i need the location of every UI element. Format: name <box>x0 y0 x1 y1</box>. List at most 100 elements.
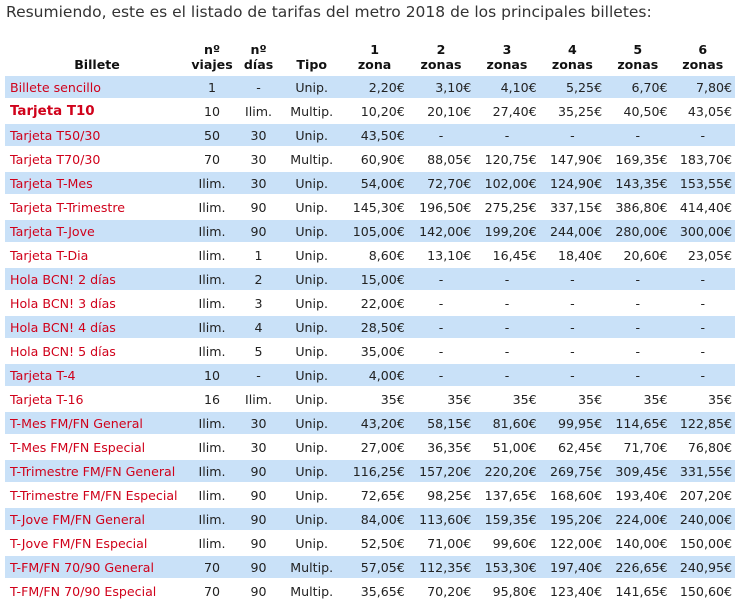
cell-zona-2: 142,00€ <box>407 220 475 242</box>
cell-zona-3: 120,75€ <box>484 151 537 167</box>
table-row: Hola BCN! 3 días Ilim. 3 Unip. 22,00€ - - - - - <box>5 292 735 314</box>
cell-zona-4: 62,45€ <box>558 439 603 455</box>
cell-dias: 90 <box>250 583 267 599</box>
cell-viajes: 10 <box>189 364 236 386</box>
cell-tipo: Unip. <box>282 172 342 194</box>
cell-zona-5: - <box>635 295 641 311</box>
cell-zona-3: 95,80€ <box>492 583 537 599</box>
cell-zona-3: 16,45€ <box>492 247 537 263</box>
cell-viajes: Ilim. <box>189 268 236 290</box>
cell-zona-6: 76,80€ <box>687 439 732 455</box>
cell-zona-2: 36,35€ <box>427 439 472 455</box>
cell-zona-5: 280,00€ <box>605 220 671 242</box>
cell-zona-2: 58,15€ <box>407 412 475 434</box>
cell-zona-5: - <box>605 364 671 386</box>
cell-zona-4: 5,25€ <box>539 76 606 98</box>
cell-zona-6: 43,05€ <box>687 103 732 119</box>
ticket-name-link[interactable]: T-Trimestre FM/FN General <box>5 460 190 482</box>
cell-zona-5: - <box>605 124 671 146</box>
ticket-name-link[interactable]: T-Mes FM/FN General <box>5 412 190 434</box>
cell-tipo: Multip. <box>282 556 342 578</box>
ticket-name-link[interactable]: T-Jove FM/FN General <box>5 508 190 530</box>
table-row: Tarjeta T-16 16 Ilim. Unip. 35€ 35€ 35€ 35€ 35€ 3… <box>5 388 735 410</box>
cell-zona-4: 35€ <box>578 391 603 407</box>
ticket-name-link[interactable]: T-Mes FM/FN Especial <box>10 439 146 455</box>
ticket-name-link[interactable]: Tarjeta T-Dia <box>10 247 89 263</box>
cell-zona-2: 98,25€ <box>427 487 472 503</box>
cell-zona-4: - <box>539 124 606 146</box>
cell-zona-5: 143,35€ <box>605 172 671 194</box>
ticket-name-link[interactable]: T-Jove FM/FN Especial <box>10 535 148 551</box>
cell-tipo: Unip. <box>282 76 342 98</box>
cell-tipo: Unip. <box>282 364 342 386</box>
cell-zona-2: 196,50€ <box>419 199 472 215</box>
cell-viajes: Ilim. <box>198 199 226 215</box>
header-zona-5: 5 zonas <box>617 42 659 72</box>
cell-dias: 2 <box>235 268 283 290</box>
table-row: T-Trimestre FM/FN Especial Ilim. 90 Unip. 72… <box>5 484 735 506</box>
table-row: T-Jove FM/FN General Ilim. 90 Unip. 84,00€ 11… <box>5 508 735 530</box>
ticket-name-link[interactable]: Billete sencillo <box>5 76 190 98</box>
ticket-name-link[interactable]: Hola BCN! 3 días <box>10 295 116 311</box>
cell-tipo: Unip. <box>295 487 329 503</box>
ticket-name-link[interactable]: Tarjeta T50/30 <box>5 124 190 146</box>
ticket-name-link[interactable]: Tarjeta T70/30 <box>10 151 101 167</box>
cell-zona-3: - <box>504 295 510 311</box>
cell-viajes: 70 <box>204 151 221 167</box>
cell-zona-5: 224,00€ <box>605 508 671 530</box>
cell-zona-1: 52,50€ <box>360 535 405 551</box>
cell-zona-5: 226,65€ <box>605 556 671 578</box>
cell-zona-4: - <box>539 364 606 386</box>
cell-zona-4: 124,90€ <box>539 172 606 194</box>
ticket-name-link[interactable]: Tarjeta T-Trimestre <box>10 199 126 215</box>
header-zona-3: 3 zonas <box>486 42 528 72</box>
cell-zona-1: 10,20€ <box>360 103 405 119</box>
cell-zona-2: - <box>407 268 475 290</box>
cell-zona-1: 54,00€ <box>341 172 408 194</box>
cell-dias: 90 <box>250 199 267 215</box>
ticket-name-link[interactable]: T-Trimestre FM/FN Especial <box>10 487 178 503</box>
ticket-name-link[interactable]: T-FM/FN 70/90 General <box>5 556 190 578</box>
cell-zona-2: 20,10€ <box>427 103 472 119</box>
ticket-name-link[interactable]: Tarjeta T-4 <box>5 364 190 386</box>
cell-tipo: Unip. <box>282 268 342 290</box>
ticket-name-link[interactable]: Tarjeta T10 <box>10 103 95 119</box>
cell-zona-5: - <box>605 268 671 290</box>
cell-zona-4: - <box>570 343 575 359</box>
cell-zona-6: 331,55€ <box>670 460 735 482</box>
ticket-name-link[interactable]: T-FM/FN 70/90 Especial <box>10 583 157 599</box>
table-row: Billete sencillo 1- Unip. 2,20€ 3,10€ 4,10€ 5,… <box>5 76 735 98</box>
cell-zona-4: 122,00€ <box>550 535 603 551</box>
cell-zona-2: - <box>407 124 475 146</box>
ticket-name-link[interactable]: Hola BCN! 2 días <box>5 268 190 290</box>
cell-zona-3: 81,60€ <box>474 412 540 434</box>
cell-zona-6: 240,00€ <box>670 508 735 530</box>
cell-dias: 30 <box>235 172 283 194</box>
cell-dias: 30 <box>235 124 283 146</box>
cell-tipo: Unip. <box>282 220 342 242</box>
ticket-name-link[interactable]: Tarjeta T-Mes <box>5 172 190 194</box>
cell-zona-6: 150,60€ <box>679 583 732 599</box>
cell-viajes: 16 <box>204 391 221 407</box>
ticket-name-link[interactable]: Hola BCN! 4 días <box>5 316 190 338</box>
cell-zona-1: 105,00€ <box>341 220 408 242</box>
cell-zona-2: - <box>407 364 475 386</box>
cell-zona-5: 386,80€ <box>615 199 668 215</box>
table-header-row: Billete nº viajes nº días Tipo 1 zona 2 zona… <box>5 42 735 74</box>
cell-zona-6: 414,40€ <box>679 199 732 215</box>
cell-zona-1: 4,00€ <box>341 364 408 386</box>
table-row: T-FM/FN 70/90 General 70 90 Multip. 57,05€ 11… <box>5 556 735 578</box>
table-row: Tarjeta T10 10 Ilim. Multip. 10,20€ 20,10€ 27,… <box>5 100 735 122</box>
ticket-name-link[interactable]: Tarjeta T-Jove <box>5 220 190 242</box>
cell-zona-3: 137,65€ <box>484 487 537 503</box>
cell-zona-1: 145,30€ <box>352 199 405 215</box>
cell-zona-1: 43,20€ <box>341 412 408 434</box>
cell-zona-5: 20,60€ <box>623 247 668 263</box>
ticket-name-link[interactable]: Tarjeta T-16 <box>10 391 84 407</box>
cell-zona-3: 275,25€ <box>484 199 537 215</box>
cell-zona-2: 88,05€ <box>427 151 472 167</box>
cell-zona-3: 102,00€ <box>474 172 540 194</box>
cell-dias: 30 <box>250 151 267 167</box>
cell-zona-1: 35€ <box>380 391 405 407</box>
ticket-name-link[interactable]: Hola BCN! 5 días <box>10 343 116 359</box>
